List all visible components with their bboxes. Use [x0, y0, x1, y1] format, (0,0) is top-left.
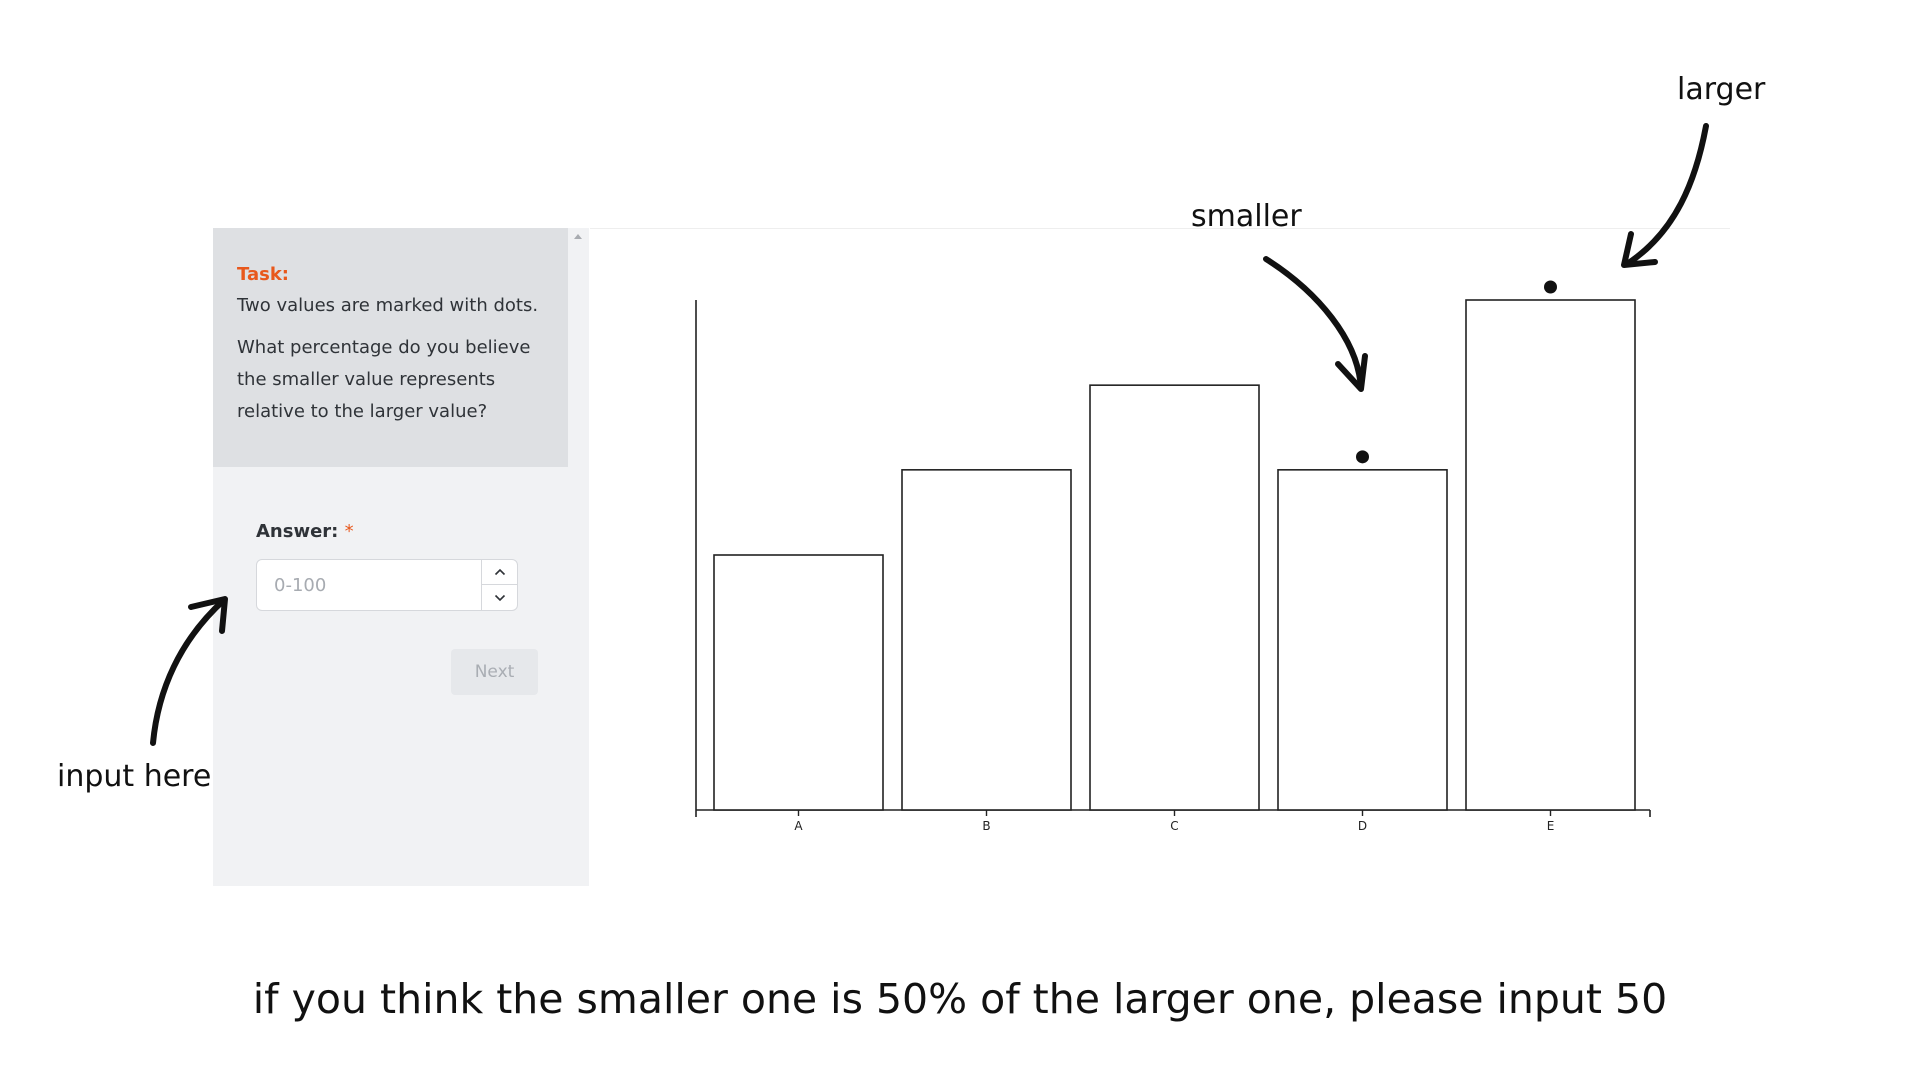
chevron-down-icon [494, 594, 505, 601]
instruction-caption: if you think the smaller one is 50% of t… [252, 975, 1668, 1023]
task-box [213, 228, 568, 467]
bar-b [901, 469, 1072, 811]
answer-stepper [481, 560, 517, 610]
x-tick-label-b: B [982, 819, 990, 833]
marker-dot-e [1544, 280, 1557, 294]
bar-d [1277, 469, 1448, 811]
decrement-button[interactable] [482, 585, 517, 610]
smaller-annotation: smaller [1191, 199, 1302, 234]
answer-input[interactable] [257, 560, 481, 610]
scroll-up-icon[interactable] [574, 234, 582, 239]
required-mark: * [344, 521, 354, 542]
larger-arrow-icon [1621, 123, 1709, 268]
task-line-1: Two values are marked with dots. [237, 295, 539, 316]
increment-button[interactable] [482, 560, 517, 585]
answer-label: Answer: * [256, 521, 354, 542]
answer-label-text: Answer: [256, 521, 339, 542]
panel-scrollbar[interactable] [568, 228, 589, 886]
bar-c [1089, 384, 1260, 811]
task-heading: Task: [237, 264, 289, 285]
input-here-annotation: input here [57, 759, 212, 794]
chart-frame-divider [590, 228, 1730, 229]
task-line-4: relative to the larger value? [237, 401, 488, 422]
bar-e [1465, 299, 1636, 811]
x-tick-label-a: A [794, 819, 803, 833]
x-tick-label-c: C [1170, 819, 1178, 833]
x-tick-label-e: E [1547, 819, 1555, 833]
bar-chart: A B C D E [695, 280, 1651, 833]
answer-field [256, 559, 518, 611]
task-line-3: the smaller value represents [237, 369, 496, 390]
larger-annotation: larger [1677, 72, 1766, 107]
bar-a [713, 554, 884, 811]
task-line-2: What percentage do you believe [237, 337, 531, 358]
marker-dot-d [1356, 450, 1369, 464]
x-tick-label-d: D [1358, 819, 1367, 833]
next-button[interactable]: Next [451, 649, 538, 695]
chevron-up-icon [494, 568, 505, 576]
